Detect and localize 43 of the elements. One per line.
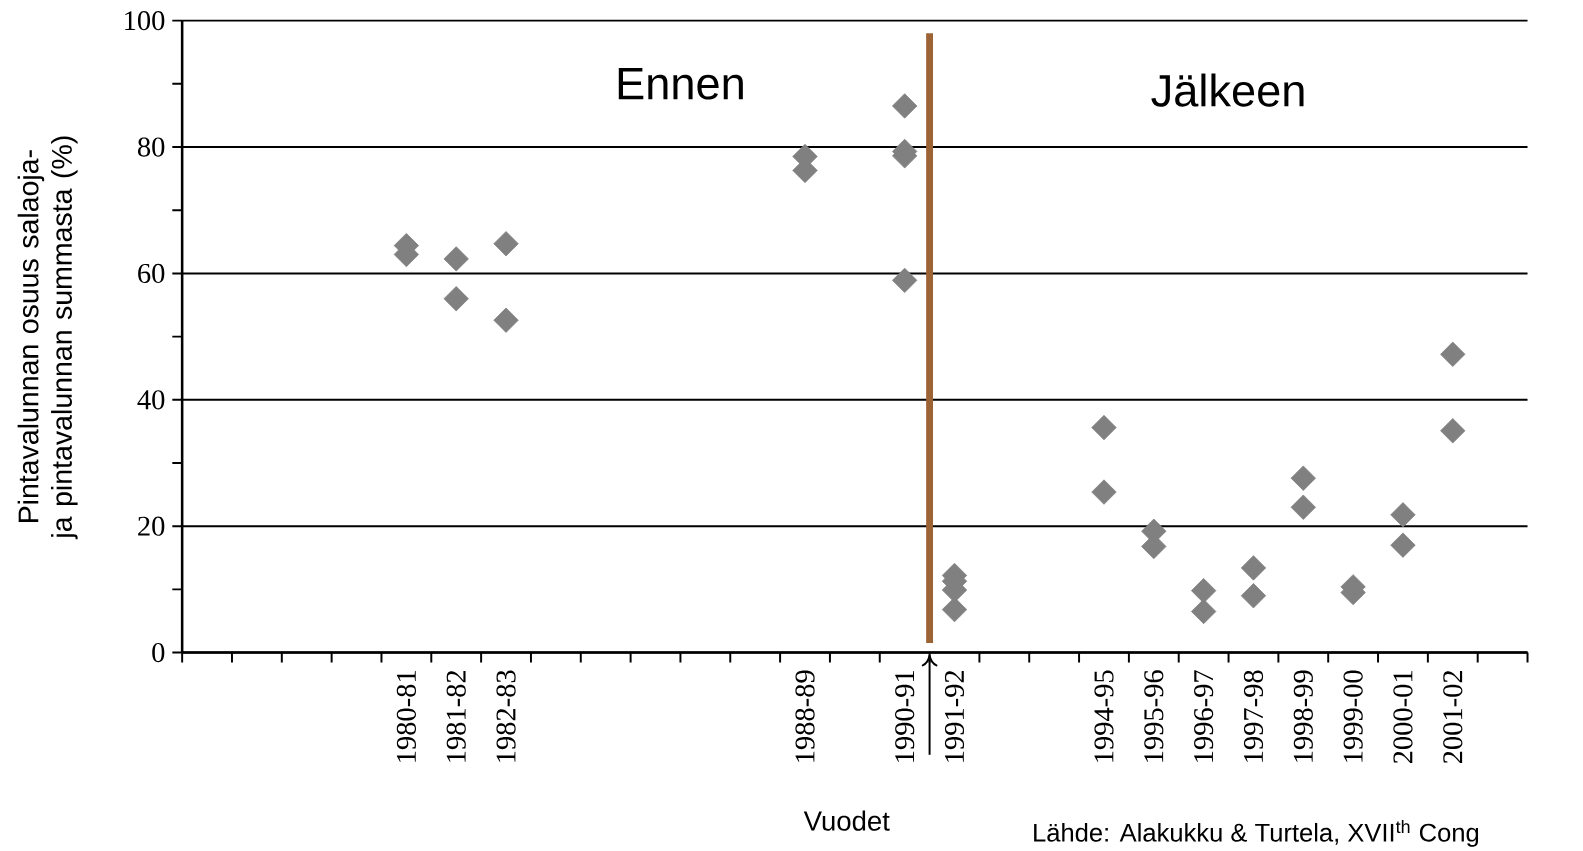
point	[1091, 479, 1117, 505]
x-tick-label: 1996-97	[1194, 670, 1214, 762]
y-axis-title: Pintavalunnan osuus salaoja- ja pintavalunnan summasta (%)	[17, 136, 78, 540]
x-axis-title: Vuodet	[803, 810, 890, 831]
point	[1191, 598, 1217, 625]
x-tick-label: 1998-99	[1293, 670, 1313, 762]
x-tick-label: 1999-00	[1343, 670, 1363, 762]
text: Lähde: Alakukku & Turtela, XVII$^{th}$ Cong	[1034, 819, 1479, 847]
x-tick-label: 1991-92	[944, 670, 965, 762]
point	[1091, 414, 1117, 441]
x-tick-label: 1982-83	[496, 670, 516, 762]
point	[892, 93, 918, 119]
x-tick-label: 1980-81	[396, 671, 416, 762]
y-tick-label: 60	[138, 263, 165, 283]
point	[892, 267, 918, 293]
point	[1290, 494, 1316, 520]
x-tick-label: 1981-82	[446, 670, 466, 762]
point	[1390, 532, 1416, 558]
point	[1390, 502, 1416, 528]
annotation: Jälkeen	[1151, 73, 1304, 107]
x-tick-label: 1995-96	[1144, 670, 1164, 762]
y-tick-label: 40	[137, 390, 165, 410]
y-tick-label: 0	[152, 642, 165, 663]
x-tick-label: 1997-98	[1243, 670, 1264, 762]
x-tick-label: 1988-89	[795, 670, 815, 762]
point	[493, 231, 519, 257]
point	[1240, 583, 1267, 609]
point	[1191, 577, 1217, 604]
point	[443, 286, 469, 312]
point	[1240, 555, 1267, 581]
point	[1440, 418, 1466, 444]
x-tick-label: 1994-95	[1094, 670, 1114, 762]
x-tick-label: 2000-01	[1393, 671, 1413, 764]
point	[493, 307, 519, 333]
x-tick-label: 1990-91	[895, 671, 915, 762]
y-tick-label: 20	[138, 516, 165, 536]
point	[1290, 465, 1316, 491]
y-tick-label: 100	[125, 10, 165, 31]
x-tick-label: 2001-02	[1443, 670, 1463, 764]
point	[1440, 341, 1466, 367]
annotation: Ennen	[618, 68, 743, 100]
point	[443, 246, 469, 272]
y-tick-label: 80	[137, 137, 165, 157]
